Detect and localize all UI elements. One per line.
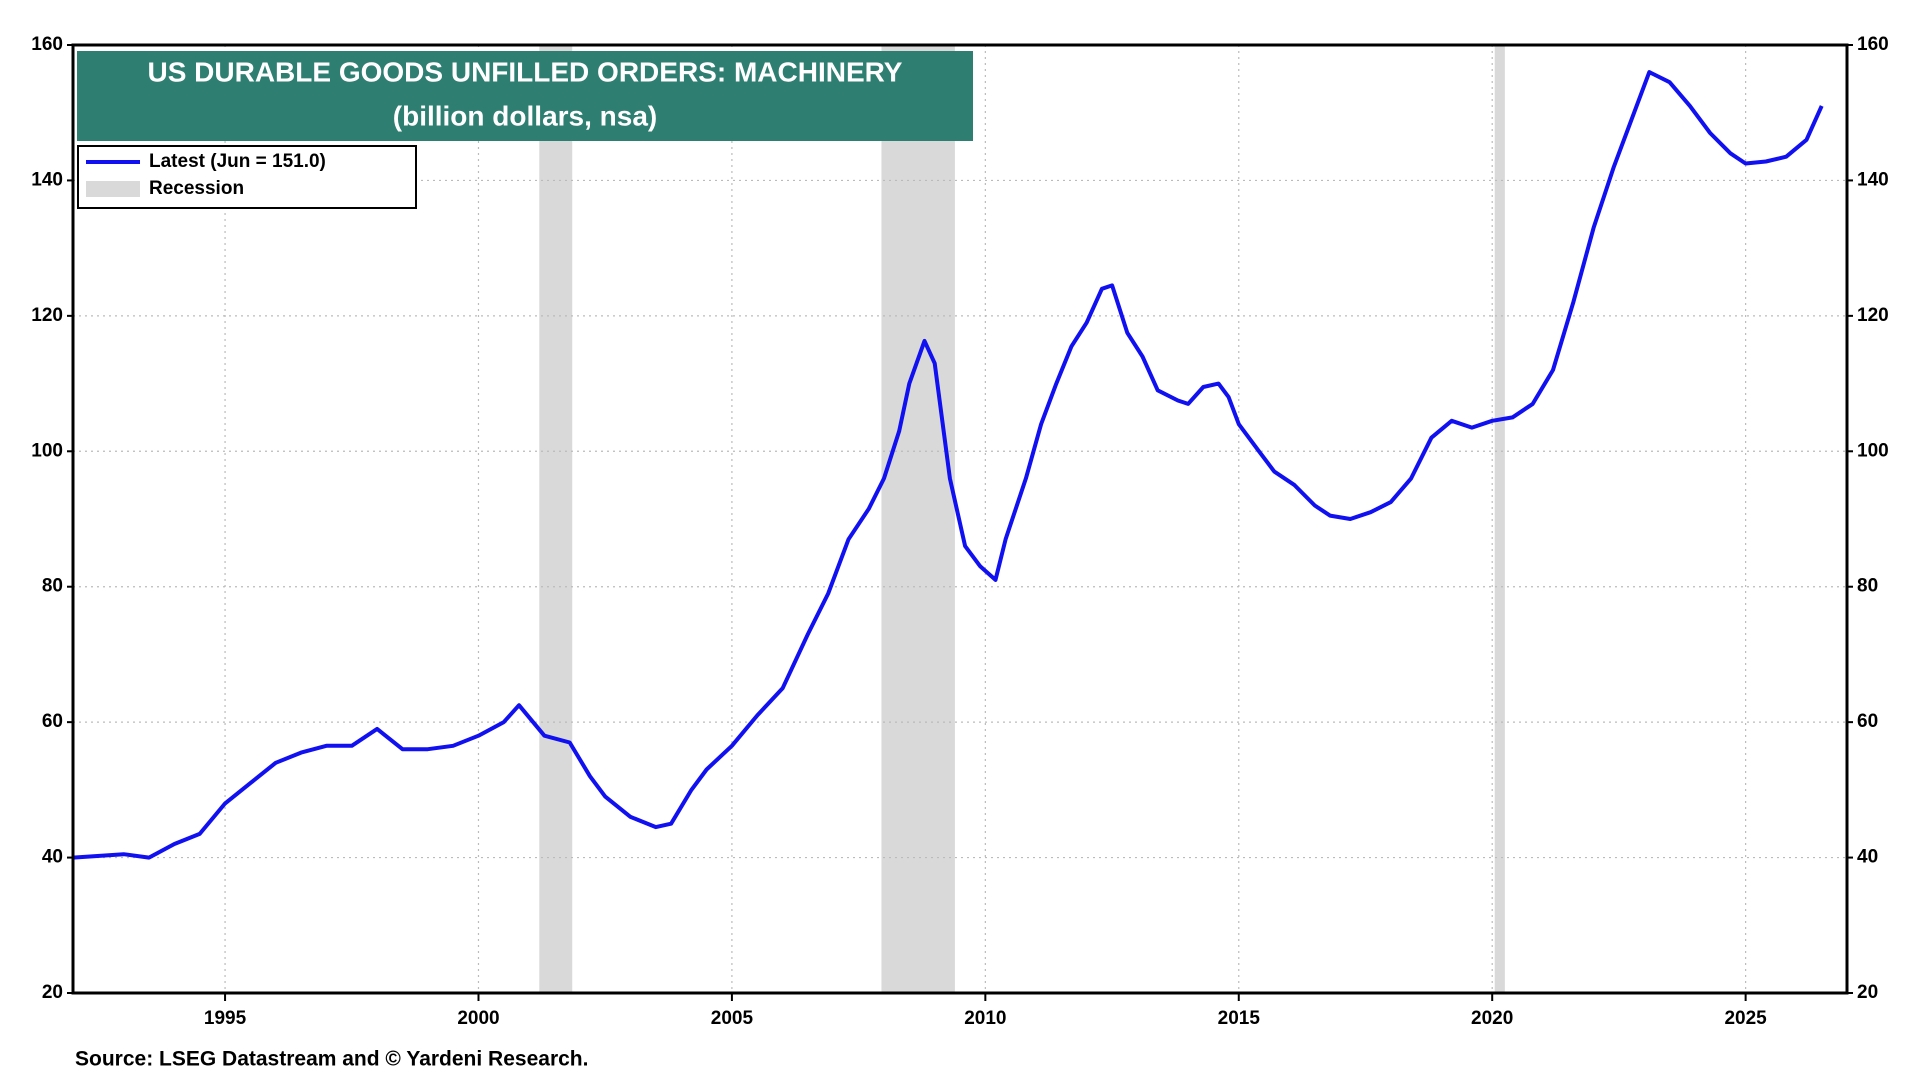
- x-tick-label: 2010: [964, 1008, 1006, 1029]
- recession-band: [539, 45, 573, 993]
- y2-tick-label: 100: [1857, 440, 1889, 461]
- x-tick-label: 1995: [204, 1008, 247, 1029]
- chart-subtitle: (billion dollars, nsa): [393, 100, 657, 131]
- y2-tick-label: 160: [1857, 34, 1889, 55]
- legend-box: [77, 145, 417, 209]
- legend-label: Latest (Jun = 151.0): [149, 151, 326, 172]
- y2-tick-label: 40: [1857, 847, 1878, 868]
- y2-tick-label: 120: [1857, 305, 1889, 326]
- x-tick-label: 2020: [1471, 1008, 1513, 1029]
- chart-title: US DURABLE GOODS UNFILLED ORDERS: MACHIN…: [148, 56, 903, 87]
- y-tick-label: 20: [42, 982, 63, 1003]
- y2-tick-label: 60: [1857, 711, 1878, 732]
- x-tick-label: 2005: [711, 1008, 754, 1029]
- title-box: [77, 51, 973, 141]
- y-tick-label: 100: [31, 440, 63, 461]
- x-tick-label: 2000: [457, 1008, 499, 1029]
- legend-label: Recession: [149, 178, 244, 199]
- recession-band: [881, 45, 955, 993]
- y-tick-label: 140: [31, 169, 63, 190]
- recession-band: [1494, 45, 1505, 993]
- data-line: [72, 70, 1824, 860]
- marks-layer: [72, 70, 1824, 860]
- plot-frame: [71, 43, 1849, 995]
- background-layer: [73, 44, 1847, 994]
- y-tick-label: 80: [42, 576, 63, 597]
- y-tick-label: 60: [42, 711, 63, 732]
- x-tick-label: 2015: [1218, 1008, 1261, 1029]
- source-note: Source: LSEG Datastream and © Yardeni Re…: [75, 1048, 588, 1071]
- y-tick-label: 120: [31, 305, 63, 326]
- y-tick-label: 40: [42, 847, 63, 868]
- y2-tick-label: 20: [1857, 982, 1878, 1003]
- legend-recession-swatch: [86, 181, 140, 197]
- y2-tick-label: 140: [1857, 169, 1889, 190]
- x-tick-label: 2025: [1724, 1008, 1767, 1029]
- y-tick-label: 160: [31, 34, 63, 55]
- y2-tick-label: 80: [1857, 576, 1878, 597]
